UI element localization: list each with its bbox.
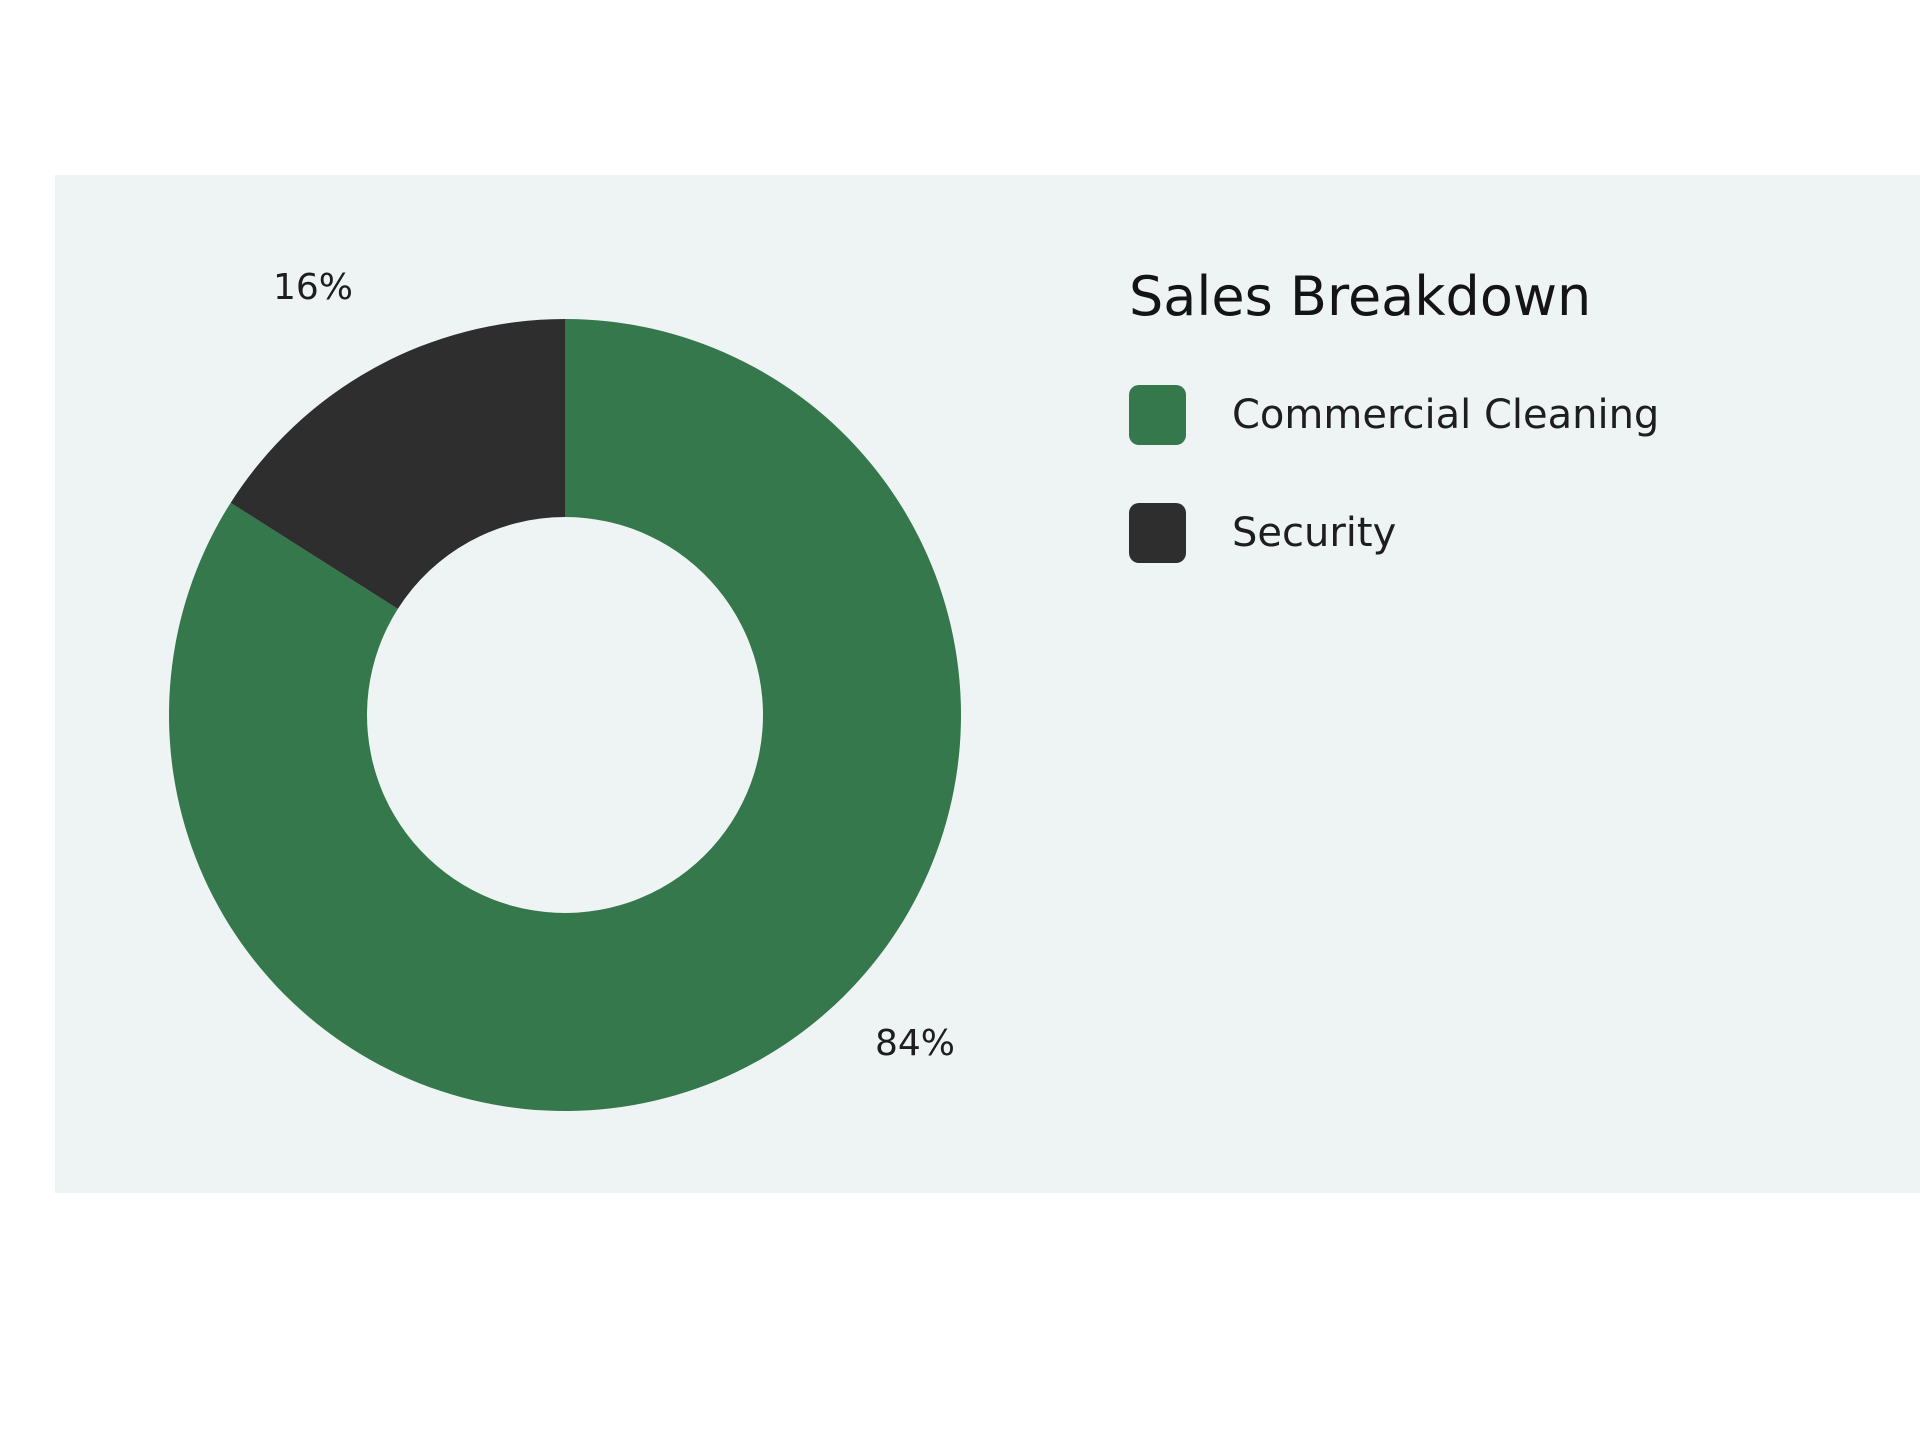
donut-chart xyxy=(168,319,961,1111)
slice-label-security: 16% xyxy=(273,267,354,308)
slice-label-commercial-cleaning: 84% xyxy=(875,1023,956,1064)
slice-security xyxy=(230,319,565,609)
legend-item-security: Security xyxy=(1129,503,1659,563)
chart-legend: Sales Breakdown Commercial Cleaning Secur… xyxy=(1129,265,1659,622)
legend-label-commercial-cleaning: Commercial Cleaning xyxy=(1232,392,1660,438)
legend-swatch-security xyxy=(1129,503,1186,563)
slice-commercial-cleaning xyxy=(168,319,961,1111)
chart-title: Sales Breakdown xyxy=(1129,265,1592,328)
legend-label-security: Security xyxy=(1232,510,1397,556)
legend-swatch-commercial-cleaning xyxy=(1129,385,1186,445)
legend-item-commercial-cleaning: Commercial Cleaning xyxy=(1129,385,1660,445)
chart-panel: 84% 16% Sales Breakdown Commercial Cleani… xyxy=(55,175,1920,1193)
